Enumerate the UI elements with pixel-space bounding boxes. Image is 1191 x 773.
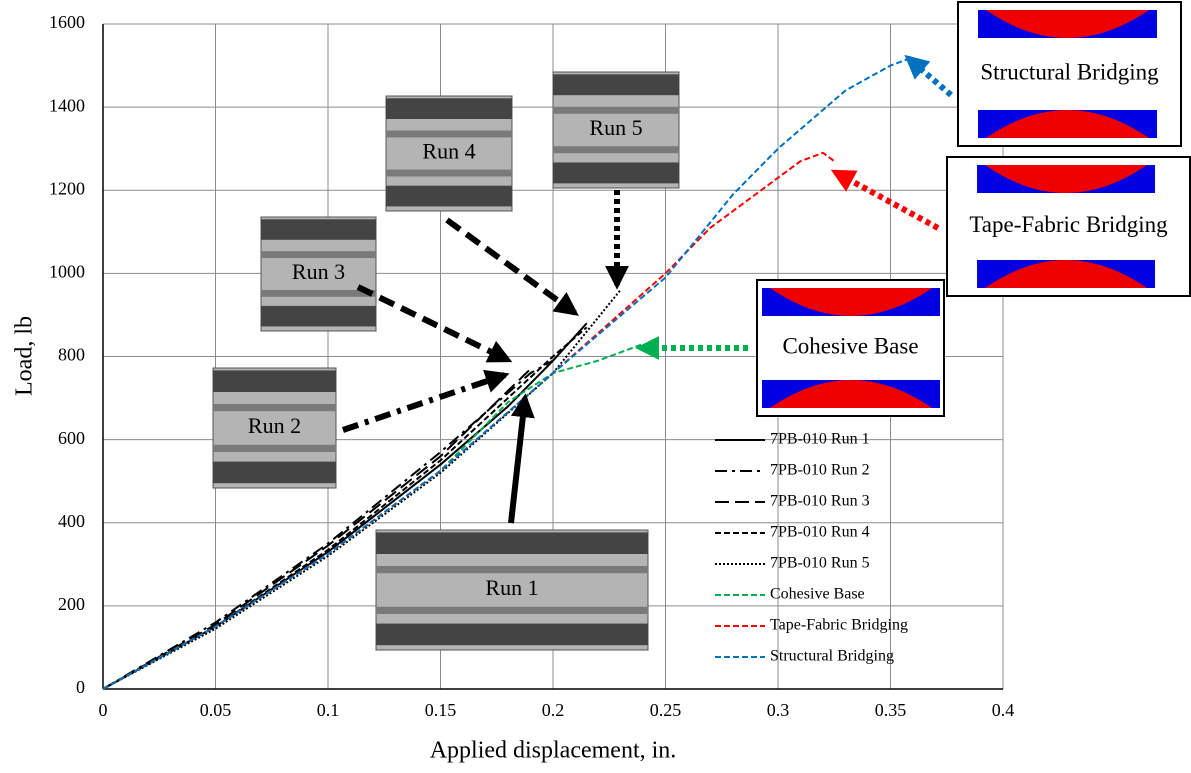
data-line <box>102 343 644 690</box>
legend-text: Structural Bridging <box>770 648 894 665</box>
photo-band <box>376 566 648 574</box>
photo-band <box>553 106 679 114</box>
x-tick-label: 0.2 <box>542 700 565 720</box>
photo-band <box>213 461 336 484</box>
photo-band <box>213 404 336 412</box>
specimen-photo: Run 3 <box>260 216 377 332</box>
photo-band <box>261 219 376 240</box>
photo-label: Run 3 <box>292 259 345 284</box>
photo-band <box>261 305 376 327</box>
legend-text: 7PB-010 Run 3 <box>770 493 870 510</box>
photo-band <box>376 606 648 614</box>
photo-band <box>553 74 679 96</box>
arrow <box>445 217 579 316</box>
legend-text: Cohesive Base <box>770 586 865 603</box>
arrow <box>830 169 940 231</box>
y-tick-label: 1200 <box>49 178 85 198</box>
box-label: Cohesive Base <box>782 333 918 358</box>
box-label: Tape-Fabric Bridging <box>969 212 1168 237</box>
arrow <box>356 284 513 363</box>
photo-label: Run 2 <box>248 413 301 438</box>
specimen-photo: Run 5 <box>552 71 680 189</box>
y-tick-label: 200 <box>58 594 85 614</box>
red-region <box>986 110 1149 138</box>
x-tick-label: 0.25 <box>650 700 682 720</box>
photo-band <box>553 162 679 184</box>
legend-text: 7PB-010 Run 2 <box>770 462 870 479</box>
y-tick-label: 0 <box>76 677 85 697</box>
arrow <box>508 393 535 524</box>
photo-label: Run 5 <box>589 115 642 140</box>
photo-band <box>213 370 336 392</box>
annotations: Run 1 Run 2 Run 3 Run 4 Run 5 Structural Brid… <box>212 1 1191 651</box>
y-tick-label: 800 <box>58 345 85 365</box>
legend-text: 7PB-010 Run 4 <box>770 524 870 541</box>
data-line <box>102 56 914 690</box>
x-tick-label: 0.1 <box>317 700 340 720</box>
red-region <box>986 10 1149 38</box>
red-region <box>770 380 932 408</box>
photo-label: Run 4 <box>422 139 475 164</box>
photo-band <box>376 623 648 646</box>
x-tick-label: 0 <box>99 700 108 720</box>
red-region <box>985 260 1147 288</box>
legend-text: 7PB-010 Run 5 <box>770 555 870 572</box>
data-line <box>102 326 588 690</box>
photo-band <box>386 98 512 119</box>
photo-band <box>261 289 376 297</box>
x-tick-label: 0.3 <box>767 700 790 720</box>
specimen-photo: Run 4 <box>385 95 513 212</box>
data-line <box>102 289 622 690</box>
legend-text: 7PB-010 Run 1 <box>770 431 870 448</box>
box-label: Structural Bridging <box>980 59 1159 84</box>
y-tick-label: 400 <box>58 511 85 531</box>
plot-lines: 7PB-010 Run 1 7PB-010 Run 2 7PB-010 Run 3 7… <box>102 56 914 690</box>
legend-text: Tape-Fabric Bridging <box>770 617 908 634</box>
data-line <box>102 359 554 690</box>
y-axis-title: Load, lb <box>12 316 38 396</box>
x-tick-label: 0.05 <box>200 700 232 720</box>
photo-label: Run 1 <box>485 575 538 600</box>
specimen-photo: Run 2 <box>212 367 337 489</box>
data-line <box>102 368 532 690</box>
specimen-photo: Run 1 <box>375 529 649 651</box>
y-tick-label: 1000 <box>49 262 85 282</box>
photo-band <box>386 169 512 177</box>
red-region <box>985 165 1147 193</box>
arrow <box>904 54 953 98</box>
x-tick-label: 0.15 <box>425 700 457 720</box>
x-axis-title: Applied displacement, in. <box>430 738 677 764</box>
x-tick-label: 0.35 <box>875 700 907 720</box>
y-tick-label: 1400 <box>49 95 85 115</box>
schematic-box: Structural Bridging <box>957 1 1182 147</box>
photo-band <box>213 444 336 452</box>
y-tick-label: 1600 <box>49 12 85 32</box>
photo-band <box>376 532 648 554</box>
x-tick-label: 0.4 <box>992 700 1015 720</box>
photo-band <box>386 185 512 207</box>
arrow <box>342 369 510 433</box>
y-tick-label: 600 <box>58 428 85 448</box>
red-region <box>770 288 932 316</box>
photo-band <box>553 146 679 154</box>
schematic-box: Cohesive Base <box>756 279 945 417</box>
schematic-box: Tape-Fabric Bridging <box>946 156 1191 297</box>
photo-band <box>386 130 512 138</box>
photo-band <box>261 251 376 259</box>
